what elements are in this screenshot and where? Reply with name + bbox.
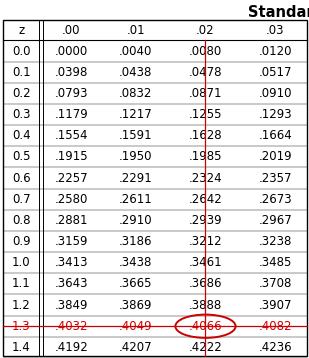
Text: .2019: .2019 bbox=[259, 150, 292, 163]
Text: 0.5: 0.5 bbox=[12, 150, 30, 163]
Text: .3643: .3643 bbox=[55, 277, 88, 290]
Text: .2324: .2324 bbox=[189, 171, 222, 185]
Text: .4032: .4032 bbox=[55, 320, 88, 333]
Text: .4192: .4192 bbox=[54, 341, 88, 354]
Text: .1628: .1628 bbox=[189, 129, 222, 142]
Text: .3212: .3212 bbox=[189, 235, 222, 248]
Text: .0793: .0793 bbox=[55, 87, 88, 100]
Text: .1985: .1985 bbox=[189, 150, 222, 163]
Text: .1217: .1217 bbox=[119, 108, 153, 121]
Text: .1554: .1554 bbox=[55, 129, 88, 142]
Text: 0.0: 0.0 bbox=[12, 44, 30, 58]
Text: .3686: .3686 bbox=[189, 277, 222, 290]
Text: .4066: .4066 bbox=[189, 320, 222, 333]
Text: .2611: .2611 bbox=[119, 193, 153, 206]
Text: .1179: .1179 bbox=[54, 108, 88, 121]
Text: .1591: .1591 bbox=[119, 129, 152, 142]
Text: .2291: .2291 bbox=[119, 171, 153, 185]
Text: .1915: .1915 bbox=[54, 150, 88, 163]
Text: .0871: .0871 bbox=[189, 87, 222, 100]
Text: .1664: .1664 bbox=[258, 129, 292, 142]
Text: Standar: Standar bbox=[248, 5, 309, 20]
Text: .2939: .2939 bbox=[189, 214, 222, 227]
Text: .0478: .0478 bbox=[189, 66, 222, 79]
Text: 1.1: 1.1 bbox=[12, 277, 31, 290]
Text: .2580: .2580 bbox=[55, 193, 88, 206]
Text: .2357: .2357 bbox=[259, 171, 292, 185]
Text: .4222: .4222 bbox=[188, 341, 222, 354]
Text: 0.3: 0.3 bbox=[12, 108, 30, 121]
Text: .3159: .3159 bbox=[55, 235, 88, 248]
Text: .3708: .3708 bbox=[259, 277, 292, 290]
Text: .2967: .2967 bbox=[258, 214, 292, 227]
Text: .01: .01 bbox=[126, 24, 145, 37]
Text: 1.2: 1.2 bbox=[12, 299, 31, 311]
Text: z: z bbox=[18, 24, 24, 37]
Text: .3238: .3238 bbox=[259, 235, 292, 248]
Text: 0.9: 0.9 bbox=[12, 235, 31, 248]
Text: .2881: .2881 bbox=[55, 214, 88, 227]
Text: 1.3: 1.3 bbox=[12, 320, 31, 333]
Text: .3461: .3461 bbox=[189, 256, 222, 269]
Text: .02: .02 bbox=[196, 24, 215, 37]
Text: .2673: .2673 bbox=[259, 193, 292, 206]
Text: 0.2: 0.2 bbox=[12, 87, 31, 100]
Text: 0.7: 0.7 bbox=[12, 193, 31, 206]
Text: 0.6: 0.6 bbox=[12, 171, 31, 185]
Text: .0438: .0438 bbox=[119, 66, 152, 79]
Text: 0.1: 0.1 bbox=[12, 66, 31, 79]
Text: .2910: .2910 bbox=[119, 214, 152, 227]
Text: .0517: .0517 bbox=[259, 66, 292, 79]
Text: 0.8: 0.8 bbox=[12, 214, 30, 227]
Text: .00: .00 bbox=[62, 24, 81, 37]
Text: .4207: .4207 bbox=[119, 341, 152, 354]
Text: .3485: .3485 bbox=[259, 256, 292, 269]
Text: .4236: .4236 bbox=[259, 341, 292, 354]
Text: .0832: .0832 bbox=[119, 87, 152, 100]
Text: .1255: .1255 bbox=[189, 108, 222, 121]
Text: .3413: .3413 bbox=[55, 256, 88, 269]
Text: .4049: .4049 bbox=[119, 320, 152, 333]
Text: .0040: .0040 bbox=[119, 44, 152, 58]
Text: .3186: .3186 bbox=[119, 235, 152, 248]
Text: .2642: .2642 bbox=[188, 193, 222, 206]
Text: .0398: .0398 bbox=[55, 66, 88, 79]
Text: 1.4: 1.4 bbox=[12, 341, 31, 354]
Text: .3849: .3849 bbox=[55, 299, 88, 311]
Text: .4082: .4082 bbox=[259, 320, 292, 333]
Text: .0120: .0120 bbox=[259, 44, 292, 58]
Text: .03: .03 bbox=[266, 24, 285, 37]
Text: .1293: .1293 bbox=[259, 108, 292, 121]
Text: .1950: .1950 bbox=[119, 150, 152, 163]
Text: .0910: .0910 bbox=[259, 87, 292, 100]
Text: 1.0: 1.0 bbox=[12, 256, 31, 269]
Text: .0000: .0000 bbox=[55, 44, 88, 58]
Text: .3869: .3869 bbox=[119, 299, 152, 311]
Text: 0.4: 0.4 bbox=[12, 129, 31, 142]
Text: .3907: .3907 bbox=[259, 299, 292, 311]
Text: .3888: .3888 bbox=[189, 299, 222, 311]
Text: .3438: .3438 bbox=[119, 256, 152, 269]
Text: .0080: .0080 bbox=[189, 44, 222, 58]
Text: .3665: .3665 bbox=[119, 277, 152, 290]
Text: .2257: .2257 bbox=[54, 171, 88, 185]
